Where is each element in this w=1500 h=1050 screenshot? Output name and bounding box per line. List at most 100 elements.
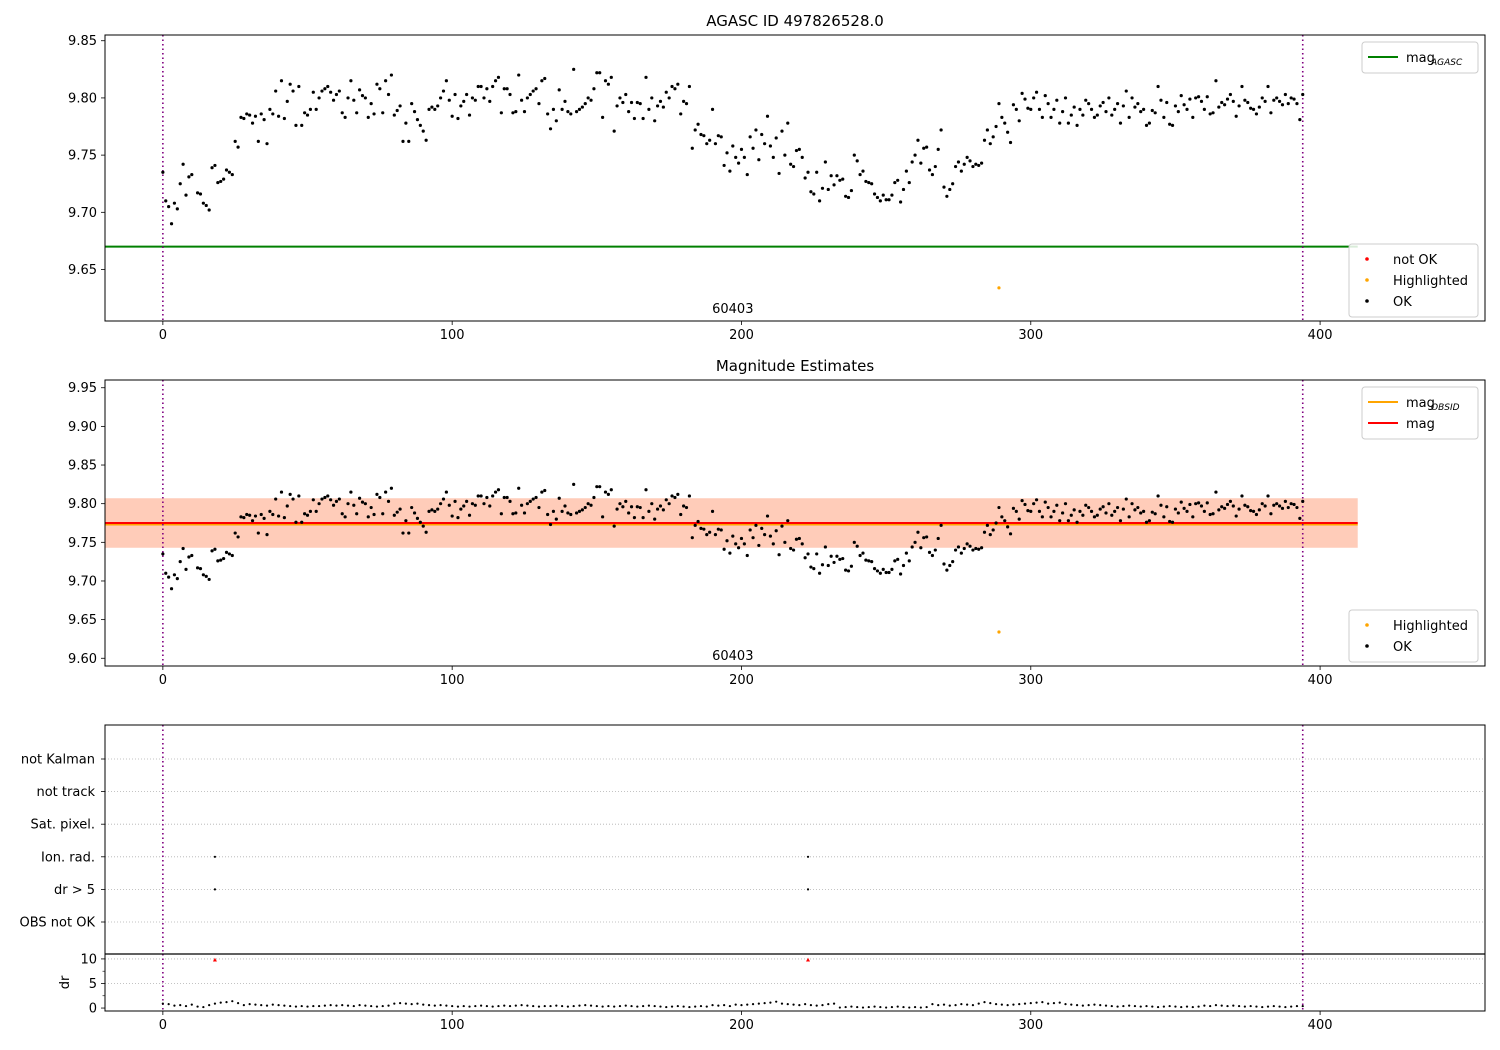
- flag-label: OBS not OK: [20, 916, 96, 931]
- data-point-ok: [525, 502, 529, 506]
- dr-point: [769, 1001, 772, 1004]
- x-tick-label: 300: [1018, 328, 1043, 343]
- dr-point: [798, 1004, 801, 1007]
- data-point-ok: [907, 559, 911, 563]
- data-point-ok: [1289, 502, 1293, 506]
- data-point-ok: [190, 553, 194, 558]
- data-point-ok: [1298, 516, 1302, 520]
- data-point-ok: [441, 497, 446, 501]
- data-point-ok: [268, 107, 272, 111]
- data-point-ok: [256, 531, 260, 535]
- data-point-ok: [763, 142, 767, 146]
- data-point-ok: [453, 499, 457, 503]
- y-tick-label: 9.60: [68, 652, 97, 667]
- data-point-ok: [259, 512, 263, 517]
- dr-point: [433, 1004, 436, 1007]
- data-point-ok: [395, 108, 399, 113]
- data-point-ok: [1272, 503, 1276, 507]
- data-point-ok: [794, 148, 799, 153]
- data-point-ok: [1275, 96, 1279, 100]
- data-point-ok: [864, 558, 868, 562]
- data-point-ok: [569, 112, 573, 116]
- dr-point: [850, 1005, 853, 1008]
- dr-point: [1180, 1005, 1183, 1009]
- data-point-ok: [838, 178, 842, 182]
- data-point-ok: [927, 550, 932, 554]
- dr-point: [1162, 1005, 1165, 1008]
- dr-point: [1081, 1004, 1084, 1007]
- x-tick-label: 200: [729, 1018, 754, 1033]
- data-point-ok: [1104, 511, 1108, 515]
- data-point-ok: [930, 553, 935, 558]
- dr-point: [659, 1005, 662, 1008]
- data-point-ok: [1249, 106, 1253, 110]
- data-point-ok: [942, 562, 946, 566]
- data-point-ok: [245, 512, 249, 517]
- data-point-ok: [745, 172, 749, 177]
- dr-point: [867, 1005, 870, 1009]
- dr-point: [578, 1004, 581, 1007]
- data-point-ok: [965, 155, 969, 160]
- data-point-ok: [1023, 502, 1027, 507]
- data-point-ok: [890, 193, 894, 197]
- data-point-ok: [224, 550, 229, 554]
- flag-label: dr > 5: [54, 883, 95, 898]
- data-point-ok: [618, 502, 622, 506]
- dr-point: [242, 1004, 245, 1007]
- dr-point: [954, 1004, 957, 1007]
- data-point-ok: [1133, 105, 1137, 109]
- data-point-ok: [1092, 115, 1097, 119]
- data-point-ok: [184, 567, 188, 571]
- data-point-ok: [777, 171, 781, 176]
- dr-point: [231, 1000, 234, 1003]
- data-point-ok: [635, 505, 639, 509]
- data-point-ok: [337, 89, 341, 93]
- dr-point: [422, 1003, 425, 1006]
- dr-point: [555, 1004, 558, 1007]
- data-point-ok: [901, 187, 906, 192]
- data-point-ok: [447, 503, 451, 507]
- data-point-ok: [222, 177, 226, 181]
- data-point-ok: [320, 497, 324, 501]
- data-point-ok: [641, 116, 645, 121]
- dr-point: [1237, 1004, 1241, 1008]
- dr-point: [312, 1004, 315, 1008]
- y-tick-label: 9.75: [68, 149, 97, 164]
- data-point-ok: [927, 168, 932, 172]
- data-point-ok: [216, 180, 220, 185]
- data-point-ok: [1240, 84, 1244, 89]
- data-point-ok: [543, 76, 547, 81]
- data-point-ok: [710, 509, 715, 514]
- data-point-ok: [360, 94, 365, 98]
- data-point-ok: [488, 504, 492, 508]
- panel-magnitude-estimates: Magnitude Estimates 60403 0 100 200 300 400 9.6…: [68, 357, 1486, 688]
- data-point-ok: [916, 138, 920, 142]
- data-point-ok: [919, 546, 923, 550]
- data-point-ok: [771, 542, 775, 546]
- data-point-ok: [1289, 96, 1293, 100]
- dr-point: [289, 1004, 292, 1008]
- data-point-ok: [253, 114, 258, 118]
- data-point-ok: [1173, 104, 1178, 108]
- data-point-ok: [826, 187, 830, 192]
- data-point-ok: [997, 102, 1001, 106]
- data-point-ok: [884, 198, 888, 202]
- data-point-ok: [627, 511, 631, 515]
- data-point-ok: [606, 492, 610, 496]
- data-point-ok: [858, 172, 862, 177]
- data-point-ok: [841, 177, 845, 181]
- dr-point: [931, 1003, 934, 1006]
- dr-point: [532, 1004, 535, 1008]
- data-point-ok: [473, 503, 477, 507]
- dr-point: [699, 1004, 703, 1008]
- data-point-ok: [1011, 506, 1016, 510]
- data-point-ok: [508, 499, 512, 503]
- data-point-ok: [572, 482, 576, 486]
- data-point-ok: [294, 520, 298, 524]
- data-point-ok: [1228, 92, 1233, 97]
- data-point-ok: [768, 144, 773, 148]
- data-point-ok: [739, 536, 744, 541]
- data-point-ok: [551, 107, 556, 111]
- data-point-ok: [647, 509, 651, 514]
- data-point-ok: [1061, 110, 1065, 114]
